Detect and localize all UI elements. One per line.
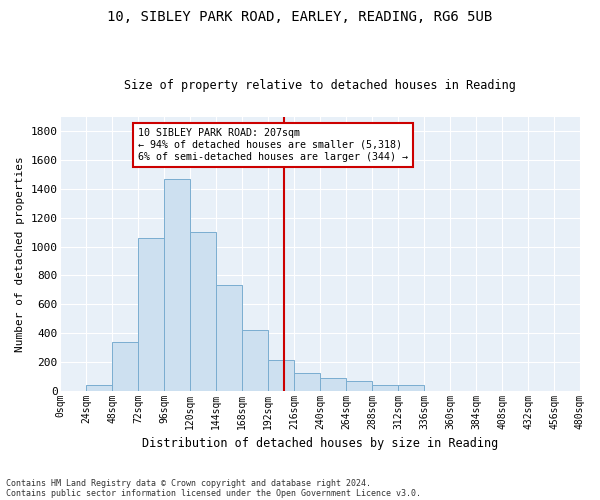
Text: Contains HM Land Registry data © Crown copyright and database right 2024.: Contains HM Land Registry data © Crown c…	[6, 478, 371, 488]
Bar	[294, 374, 320, 390]
Y-axis label: Number of detached properties: Number of detached properties	[15, 156, 25, 352]
Bar	[86, 385, 112, 390]
Bar	[138, 238, 164, 390]
Text: 10, SIBLEY PARK ROAD, EARLEY, READING, RG6 5UB: 10, SIBLEY PARK ROAD, EARLEY, READING, R…	[107, 10, 493, 24]
Text: Contains public sector information licensed under the Open Government Licence v3: Contains public sector information licen…	[6, 488, 421, 498]
Title: Size of property relative to detached houses in Reading: Size of property relative to detached ho…	[124, 79, 516, 92]
Bar	[164, 179, 190, 390]
Bar	[372, 385, 398, 390]
Bar	[242, 330, 268, 390]
Bar	[268, 360, 294, 390]
Bar	[346, 380, 372, 390]
Text: 10 SIBLEY PARK ROAD: 207sqm
← 94% of detached houses are smaller (5,318)
6% of s: 10 SIBLEY PARK ROAD: 207sqm ← 94% of det…	[138, 128, 408, 162]
Bar	[216, 286, 242, 391]
X-axis label: Distribution of detached houses by size in Reading: Distribution of detached houses by size …	[142, 437, 498, 450]
Bar	[320, 378, 346, 390]
Bar	[112, 342, 138, 390]
Bar	[190, 232, 216, 390]
Bar	[398, 385, 424, 390]
